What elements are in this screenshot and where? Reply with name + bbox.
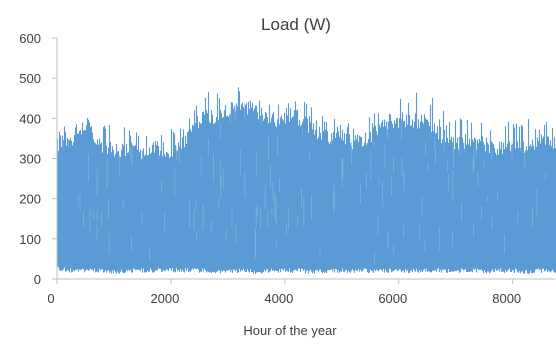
- load-series-area: [56, 87, 556, 274]
- y-tick-label: 200: [19, 192, 41, 207]
- x-tick-label: 4000: [264, 291, 293, 306]
- y-tick-label: 600: [19, 31, 41, 46]
- x-axis-label: Hour of the year: [243, 323, 337, 338]
- load-series: [56, 87, 556, 274]
- y-tick-label: 400: [19, 111, 41, 126]
- x-tick-label: 0: [47, 291, 54, 306]
- x-tick-label: 8000: [492, 291, 521, 306]
- chart-title: Load (W): [261, 15, 331, 34]
- y-tick-label: 300: [19, 152, 41, 167]
- x-tick-label: 6000: [378, 291, 407, 306]
- x-tick-label: 2000: [150, 291, 179, 306]
- x-axis: 0 2000 4000 6000 8000: [47, 278, 556, 306]
- y-tick-label: 100: [19, 232, 41, 247]
- plot-area: [56, 87, 556, 274]
- y-tick-label: 500: [19, 71, 41, 86]
- y-tick-label: 0: [34, 272, 41, 287]
- y-axis: 0 100 200 300 400 500 600: [19, 31, 58, 287]
- load-series-highlight: [62, 103, 546, 263]
